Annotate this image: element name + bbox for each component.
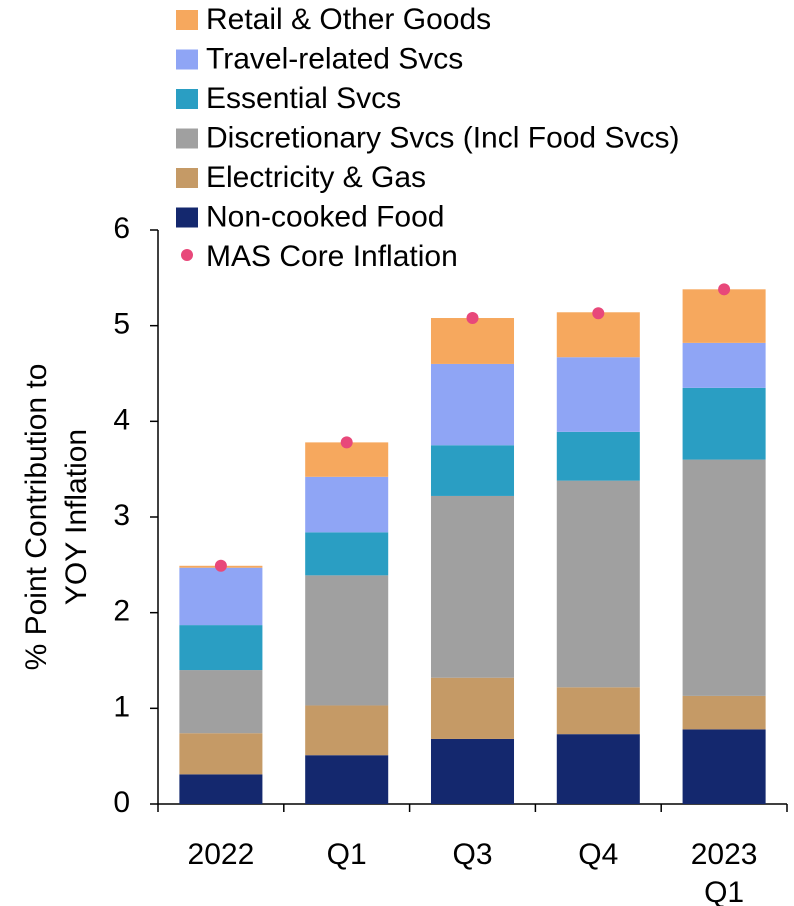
bar-segment <box>682 459 766 696</box>
bar-segment <box>179 670 263 734</box>
legend-swatch <box>176 207 198 228</box>
bar-segment <box>682 695 766 730</box>
legend-label: Non-cooked Food <box>206 200 444 233</box>
bar-segment <box>305 476 389 533</box>
bar-segment <box>556 431 640 481</box>
x-tick-label: Q1 <box>326 838 367 871</box>
x-tick-label: Q3 <box>452 838 493 871</box>
legend-label: Discretionary Svcs (Incl Food Svcs) <box>206 121 679 154</box>
bar-segment <box>430 445 515 496</box>
bar-segment <box>556 687 640 735</box>
marker <box>718 283 731 296</box>
bar-segment <box>179 774 263 804</box>
x-tick-label: 2023 Q1 <box>690 838 758 906</box>
y-tick-label: 6 <box>113 212 130 245</box>
y-axis-label: YOY Inflation <box>60 429 93 605</box>
legend-swatch <box>176 89 198 109</box>
y-tick-label: 0 <box>113 786 130 819</box>
bar-segment <box>179 567 263 626</box>
bar-segment <box>556 480 640 688</box>
x-tick-label: Q4 <box>578 838 619 871</box>
bar-segment <box>682 387 766 460</box>
bar-segment <box>305 755 389 804</box>
y-tick-label: 5 <box>113 308 130 341</box>
bar-segment <box>430 495 515 678</box>
x-tick-label: 2022 <box>187 838 255 871</box>
bar-segment <box>305 575 389 706</box>
bar-segment <box>430 318 515 364</box>
y-tick-label: 1 <box>113 690 130 723</box>
bar-segment <box>682 289 766 343</box>
y-tick-label: 3 <box>113 499 130 532</box>
y-axis-label: % Point Contribution to <box>20 364 53 671</box>
legend-label: Travel-related Svcs <box>206 42 463 75</box>
legend-label: Retail & Other Goods <box>206 3 491 36</box>
bar-segment <box>179 625 263 671</box>
marker <box>214 559 227 572</box>
y-tick-label: 4 <box>113 403 130 436</box>
legend-marker <box>181 249 193 261</box>
y-tick-label: 2 <box>113 595 130 628</box>
bar-segment <box>682 729 766 804</box>
legend-swatch <box>176 168 198 188</box>
bar-segment <box>556 312 640 358</box>
bar-segment <box>430 738 515 804</box>
marker <box>340 436 353 449</box>
legend-label: MAS Core Inflation <box>206 240 458 273</box>
bar-segment <box>556 734 640 804</box>
legend-swatch <box>176 128 198 149</box>
legend-swatch <box>176 10 198 30</box>
bar-segment <box>179 733 263 775</box>
legend-swatch <box>176 49 198 70</box>
bar-segment <box>556 357 640 432</box>
legend-label: Electricity & Gas <box>206 161 426 194</box>
legend-label: Essential Svcs <box>206 82 401 115</box>
bar-segment <box>430 677 515 739</box>
bar-segment <box>430 363 515 446</box>
marker <box>592 307 605 320</box>
bar-segment <box>682 342 766 388</box>
bar-segment <box>305 705 389 756</box>
marker <box>466 312 479 325</box>
bar-segment <box>305 532 389 576</box>
